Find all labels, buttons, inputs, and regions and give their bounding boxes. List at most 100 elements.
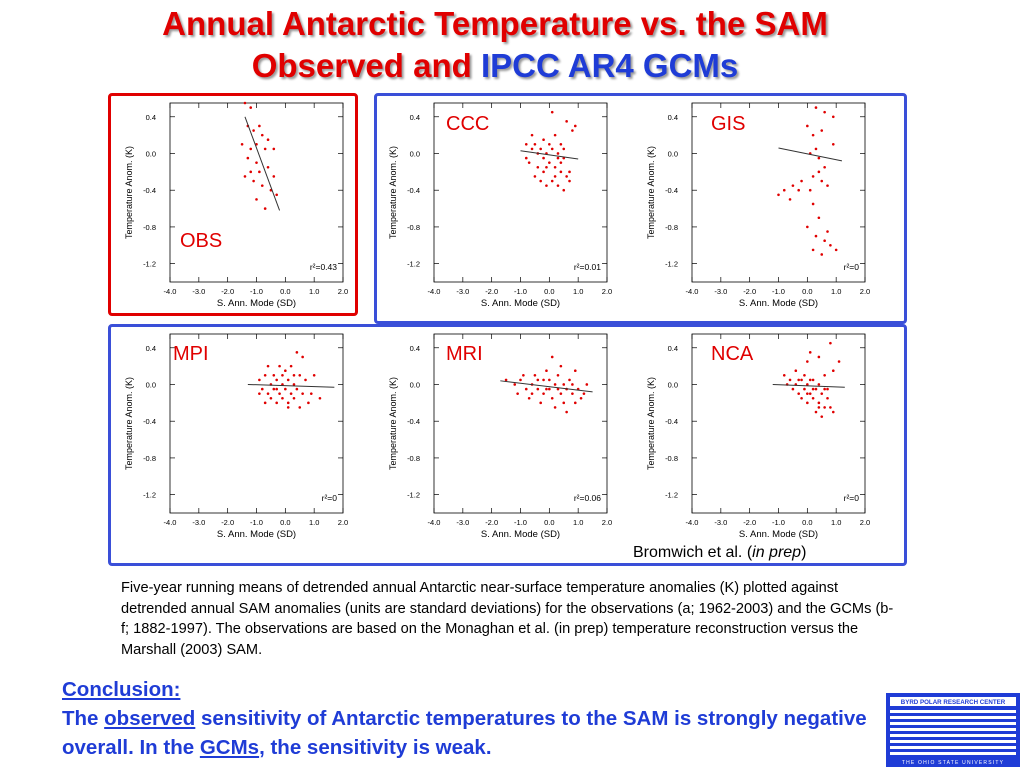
ccc-xtick-label: 1.0 [573, 287, 583, 296]
mri-xtick-label: -3.0 [456, 518, 469, 527]
gis-data-point [814, 106, 818, 109]
mpi-data-point [286, 401, 290, 405]
gis-data-point [811, 202, 815, 206]
gis-data-point [831, 115, 835, 119]
citation: Bromwich et al. (in prep) [633, 544, 806, 562]
nca-data-point [831, 369, 835, 373]
ccc-data-point [527, 161, 531, 164]
mri-data-point [550, 355, 554, 359]
mri-xtick-label: -1.0 [514, 518, 527, 527]
obs-fit-line [244, 116, 281, 211]
obs-xtick-label: -4.0 [164, 287, 177, 296]
nca-ytick-label: 0.0 [668, 380, 678, 389]
ccc-data-point [568, 170, 571, 174]
mpi-data-point [312, 374, 316, 377]
mri-ytick-label: 0.4 [410, 344, 420, 353]
gis-data-point [817, 170, 821, 174]
nca-xtick-label: -4.0 [686, 518, 699, 527]
obs-data-point [263, 207, 267, 210]
mri-data-point [542, 378, 545, 382]
ccc-data-point [548, 161, 551, 164]
conclusion-block: Conclusion: The observed sensitivity of … [62, 675, 882, 762]
mpi-ytick-label: -0.4 [143, 417, 156, 426]
conclusion-underline-observed: observed [104, 707, 196, 730]
gis-data-point [811, 248, 815, 252]
nca-xtick-label: -3.0 [714, 518, 727, 527]
gcm-frame-top [374, 93, 907, 324]
gis-data-point [826, 184, 829, 187]
panel-label-mri: MRI [446, 343, 483, 365]
obs-xtick-label: 0.0 [280, 287, 290, 296]
gis-data-point [817, 156, 821, 160]
mri-data-point [524, 387, 528, 391]
mpi-data-point [258, 378, 261, 382]
ccc-data-point [542, 138, 545, 142]
nca-data-point [788, 378, 792, 382]
ccc-data-point [556, 156, 560, 160]
mpi-fit-line [247, 383, 335, 388]
mri-data-point [568, 378, 571, 382]
mri-data-point [556, 374, 560, 377]
ccc-data-point [573, 124, 577, 128]
nca-data-point [817, 383, 821, 386]
mri-data-point [553, 406, 557, 409]
nca-data-point [823, 387, 826, 391]
nca-xaxis-label: S. Ann. Mode (SD) [739, 529, 818, 540]
citation-text: Bromwich et al. ( [633, 544, 753, 561]
ccc-data-point [553, 175, 557, 178]
mri-ytick-label: -0.4 [407, 417, 420, 426]
nca-xtick-label: 1.0 [831, 518, 841, 527]
obs-xtick-label: -3.0 [192, 287, 205, 296]
obs-data-point [258, 170, 261, 174]
nca-data-point [811, 378, 815, 382]
ccc-data-point [524, 143, 528, 146]
mri-data-point [519, 378, 522, 382]
mri-data-point [539, 401, 542, 405]
obs-data-point [249, 147, 253, 151]
ccc-xtick-label: -3.0 [456, 287, 469, 296]
mpi-data-point [278, 364, 281, 368]
mpi-data-point [272, 374, 276, 377]
gis-data-point [788, 198, 792, 201]
mri-data-point [536, 387, 540, 391]
nca-data-point [817, 401, 821, 405]
nca-ytick-label: -1.2 [665, 491, 678, 500]
mpi-data-point [286, 378, 290, 382]
logo-bottom-text: THE OHIO STATE UNIVERSITY [902, 760, 1004, 766]
ccc-data-point [530, 147, 534, 151]
obs-xaxis-label: S. Ann. Mode (SD) [217, 298, 296, 309]
nca-data-point [806, 392, 809, 395]
ccc-ytick-label: -0.8 [407, 223, 420, 232]
ccc-data-point [536, 165, 540, 169]
mpi-ytick-label: -0.8 [143, 454, 156, 463]
obs-data-point [246, 156, 250, 160]
conclusion-text-1: The [62, 707, 105, 730]
gis-data-point [834, 248, 838, 252]
gis-xtick-label: 1.0 [831, 287, 841, 296]
mpi-data-point [284, 369, 287, 373]
panel-label-ccc: CCC [446, 113, 490, 135]
nca-data-point [829, 406, 832, 409]
obs-data-point [260, 184, 264, 187]
ccc-data-point [533, 143, 537, 146]
mpi-ytick-label: 0.0 [146, 380, 156, 389]
nca-xtick-label: -2.0 [743, 518, 756, 527]
gis-ytick-label: -0.8 [665, 223, 678, 232]
gis-xtick-label: 2.0 [860, 287, 870, 296]
obs-data-point [249, 106, 253, 109]
title-gcm-part: IPCC AR4 GCMs [480, 47, 739, 84]
nca-data-point [803, 374, 806, 377]
mri-fit-line [500, 380, 593, 393]
nca-data-point [800, 378, 803, 382]
ccc-data-point [542, 170, 545, 174]
mpi-data-point [275, 401, 278, 405]
mri-data-point [556, 387, 560, 391]
nca-data-point [826, 396, 829, 400]
mpi-data-point [289, 392, 293, 395]
mpi-r2-annotation: r²=0 [322, 493, 338, 503]
mri-data-point [553, 383, 557, 386]
ccc-data-point [565, 120, 568, 123]
panel-label-obs: OBS [180, 230, 223, 252]
mpi-yaxis-label: Temperature Anom. (K) [124, 377, 134, 470]
mri-r2-annotation: r²=0.06 [574, 493, 601, 503]
